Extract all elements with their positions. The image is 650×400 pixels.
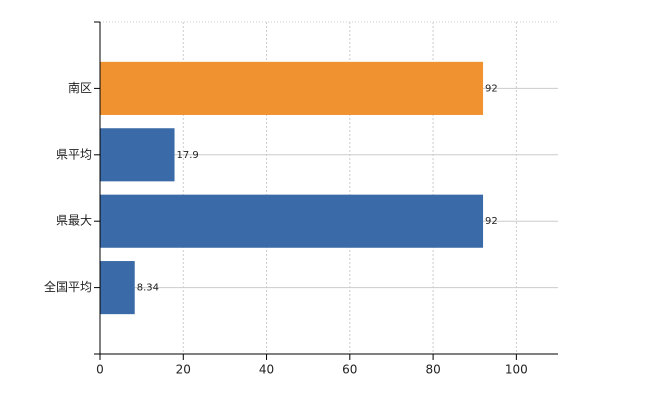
x-tick-label: 0: [96, 363, 104, 377]
x-tick-label: 40: [259, 363, 274, 377]
value-label: 92: [485, 83, 498, 94]
x-tick-label: 20: [176, 363, 191, 377]
y-tick-label: 県最大: [56, 214, 92, 228]
y-tick-label: 南区: [68, 80, 92, 95]
bar: [100, 261, 135, 315]
bar: [100, 61, 484, 115]
value-label: 17.9: [177, 150, 199, 161]
x-tick-label: 80: [425, 363, 440, 377]
value-label: 8.34: [137, 283, 159, 294]
y-tick-label: 県平均: [56, 147, 92, 161]
x-tick-label: 100: [505, 363, 528, 377]
x-tick-label: 60: [342, 363, 357, 377]
bar: [100, 194, 484, 248]
value-label: 92: [485, 216, 498, 227]
y-tick-label: 全国平均: [44, 279, 92, 294]
bar: [100, 128, 175, 182]
